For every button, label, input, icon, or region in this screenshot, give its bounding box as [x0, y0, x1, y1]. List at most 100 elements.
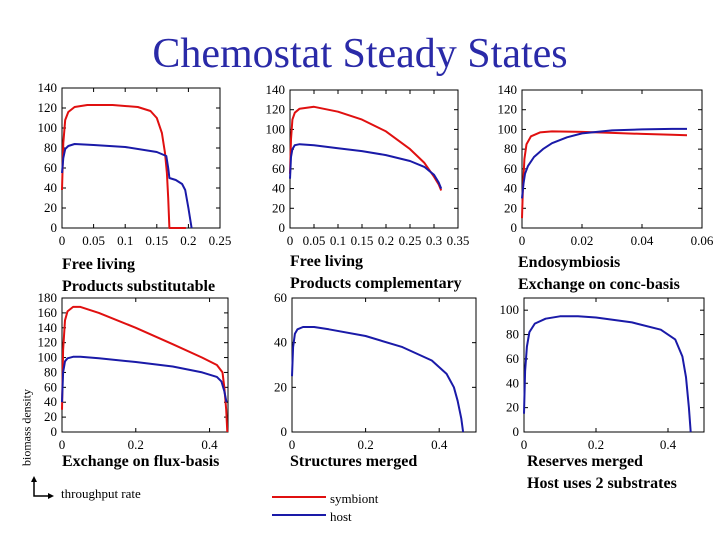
p3-ytick-label: 140: [498, 82, 518, 97]
p1-ytick-label: 40: [44, 180, 57, 195]
p3-series-symbiont: [521, 130, 688, 219]
p3-ytick-label: 120: [498, 102, 518, 117]
p1-ytick-label: 20: [44, 200, 57, 215]
p3-ytick-label: 0: [511, 220, 518, 235]
p2-xtick-label: 0: [287, 233, 294, 248]
p1-series-symbiont: [61, 104, 187, 229]
p3-xtick-label: 0: [519, 233, 526, 248]
p2-xtick-label: 0.15: [351, 233, 374, 248]
p2-xtick-label: 0.25: [399, 233, 422, 248]
p2-plot-frame: [289, 89, 459, 229]
p2-ytick-label: 60: [272, 161, 285, 176]
caption-p2-line1: Free living: [290, 253, 364, 270]
p4-series-host: [61, 355, 228, 403]
axis-arrow-up-head-icon: [31, 476, 37, 482]
p1-ytick-label: 60: [44, 160, 57, 175]
caption-p5: Structures merged: [290, 451, 417, 473]
p5-xtick-label: 0.4: [431, 437, 448, 452]
p2-ytick-label: 120: [266, 102, 286, 117]
caption-p3: Endosymbiosis Exchange on conc-basis: [518, 252, 680, 296]
caption-p4: Exchange on flux-basis: [62, 451, 219, 473]
x-axis-label: throughput rate: [61, 486, 141, 501]
p5-series-host: [291, 326, 465, 433]
p4-ytick-label: 40: [44, 394, 57, 409]
p5-ytick-label: 0: [281, 424, 288, 439]
page-title: Chemostat Steady States: [152, 31, 568, 77]
p4-ytick-label: 80: [44, 364, 57, 379]
caption-p4-line1: Exchange on flux-basis: [62, 453, 220, 470]
p5-ytick-label: 40: [274, 335, 287, 350]
p2-xtick-label: 0.1: [330, 233, 346, 248]
caption-p3-line2: Exchange on conc-basis: [518, 276, 680, 293]
p1-ytick-label: 140: [38, 80, 58, 95]
p4-ytick-label: 140: [38, 320, 58, 335]
p6-ytick-label: 100: [500, 302, 520, 317]
p4-ytick-label: 0: [51, 424, 58, 439]
p4-xtick-label: 0: [59, 437, 66, 452]
p4-ytick-label: 60: [44, 379, 57, 394]
p4-ytick-label: 20: [44, 409, 57, 424]
p1-plot-frame: [61, 87, 221, 229]
p4-series-symbiont: [61, 305, 229, 433]
p2-ytick-label: 100: [266, 121, 286, 136]
p1-ytick-label: 80: [44, 140, 57, 155]
p6-xtick-label: 0.4: [660, 437, 677, 452]
legend-host-label: host: [330, 509, 352, 524]
p2-ytick-label: 40: [272, 181, 285, 196]
p3-ytick-label: 60: [504, 161, 517, 176]
p5-xtick-label: 0: [289, 437, 296, 452]
caption-p5-line1: Structures merged: [290, 453, 418, 470]
p2-ytick-label: 140: [266, 82, 286, 97]
p6-ytick-label: 40: [506, 375, 519, 390]
p4-ytick-label: 120: [38, 335, 58, 350]
p1-xtick-label: 0.15: [145, 233, 168, 248]
p1-xtick-label: 0.05: [82, 233, 105, 248]
p6-ytick-label: 80: [506, 327, 519, 342]
p5-xtick-label: 0.2: [357, 437, 373, 452]
p2-ytick-label: 0: [279, 220, 286, 235]
caption-p2: Free living Products complementary: [290, 251, 462, 295]
p2-xtick-label: 0.2: [378, 233, 394, 248]
p5-plot-frame: [291, 297, 477, 433]
p1-series-host: [61, 143, 193, 229]
p5-ytick-label: 60: [274, 290, 287, 305]
p6-series-host: [523, 315, 692, 433]
legend-symbiont-label: symbiont: [330, 491, 379, 506]
p2-xtick-label: 0.35: [447, 233, 470, 248]
p6-ytick-label: 60: [506, 351, 519, 366]
axis-arrow-icon: [33, 478, 52, 497]
p6-ytick-label: 0: [513, 424, 520, 439]
p4-ytick-label: 160: [38, 305, 58, 320]
p1-xtick-label: 0.2: [180, 233, 196, 248]
p1-xtick-label: 0.25: [209, 233, 232, 248]
caption-p1-line2: Products substitutable: [62, 278, 216, 295]
p3-ytick-label: 80: [504, 141, 517, 156]
p1-xtick-label: 0.1: [117, 233, 133, 248]
p3-plot-frame: [521, 89, 703, 229]
p6-xtick-label: 0.2: [588, 437, 604, 452]
p4-ytick-label: 100: [38, 350, 58, 365]
p2-xtick-label: 0.05: [303, 233, 326, 248]
p2-series-host: [289, 143, 443, 189]
p2-ytick-label: 80: [272, 141, 285, 156]
p2-xtick-label: 0.3: [426, 233, 442, 248]
p1-ytick-label: 0: [51, 220, 58, 235]
p3-ytick-label: 100: [498, 121, 518, 136]
p3-series-host: [521, 127, 687, 199]
p3-xtick-label: 0.06: [691, 233, 714, 248]
caption-p6: Reserves merged Host uses 2 substrates: [527, 451, 677, 495]
p3-ytick-label: 20: [504, 200, 517, 215]
caption-p6-line2: Host uses 2 substrates: [527, 475, 677, 492]
p6-xtick-label: 0: [521, 437, 528, 452]
caption-p1: Free living Products substitutable: [62, 254, 215, 298]
y-axis-label: biomass density: [19, 389, 34, 466]
p4-xtick-label: 0.4: [201, 437, 218, 452]
caption-p1-line1: Free living: [62, 256, 136, 273]
p6-ytick-label: 20: [506, 400, 519, 415]
caption-p6-line1: Reserves merged: [527, 453, 643, 470]
p5-ytick-label: 20: [274, 379, 287, 394]
caption-p2-line2: Products complementary: [290, 275, 462, 292]
p3-xtick-label: 0.02: [571, 233, 594, 248]
p3-xtick-label: 0.04: [631, 233, 654, 248]
